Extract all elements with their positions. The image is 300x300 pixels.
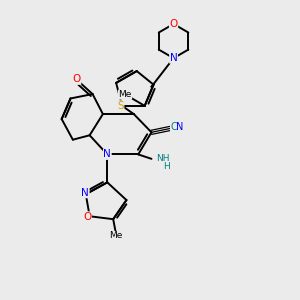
Text: O: O: [169, 19, 178, 29]
Text: N: N: [81, 188, 89, 198]
Text: S: S: [117, 101, 124, 111]
Text: H: H: [163, 162, 170, 171]
Text: NH: NH: [156, 154, 169, 163]
Text: N: N: [176, 122, 183, 132]
Text: O: O: [73, 74, 81, 84]
Text: C: C: [170, 122, 177, 132]
Text: Me: Me: [118, 90, 132, 99]
Text: O: O: [83, 212, 92, 222]
Text: N: N: [103, 149, 111, 159]
Text: N: N: [170, 53, 177, 63]
Text: Me: Me: [109, 232, 122, 241]
